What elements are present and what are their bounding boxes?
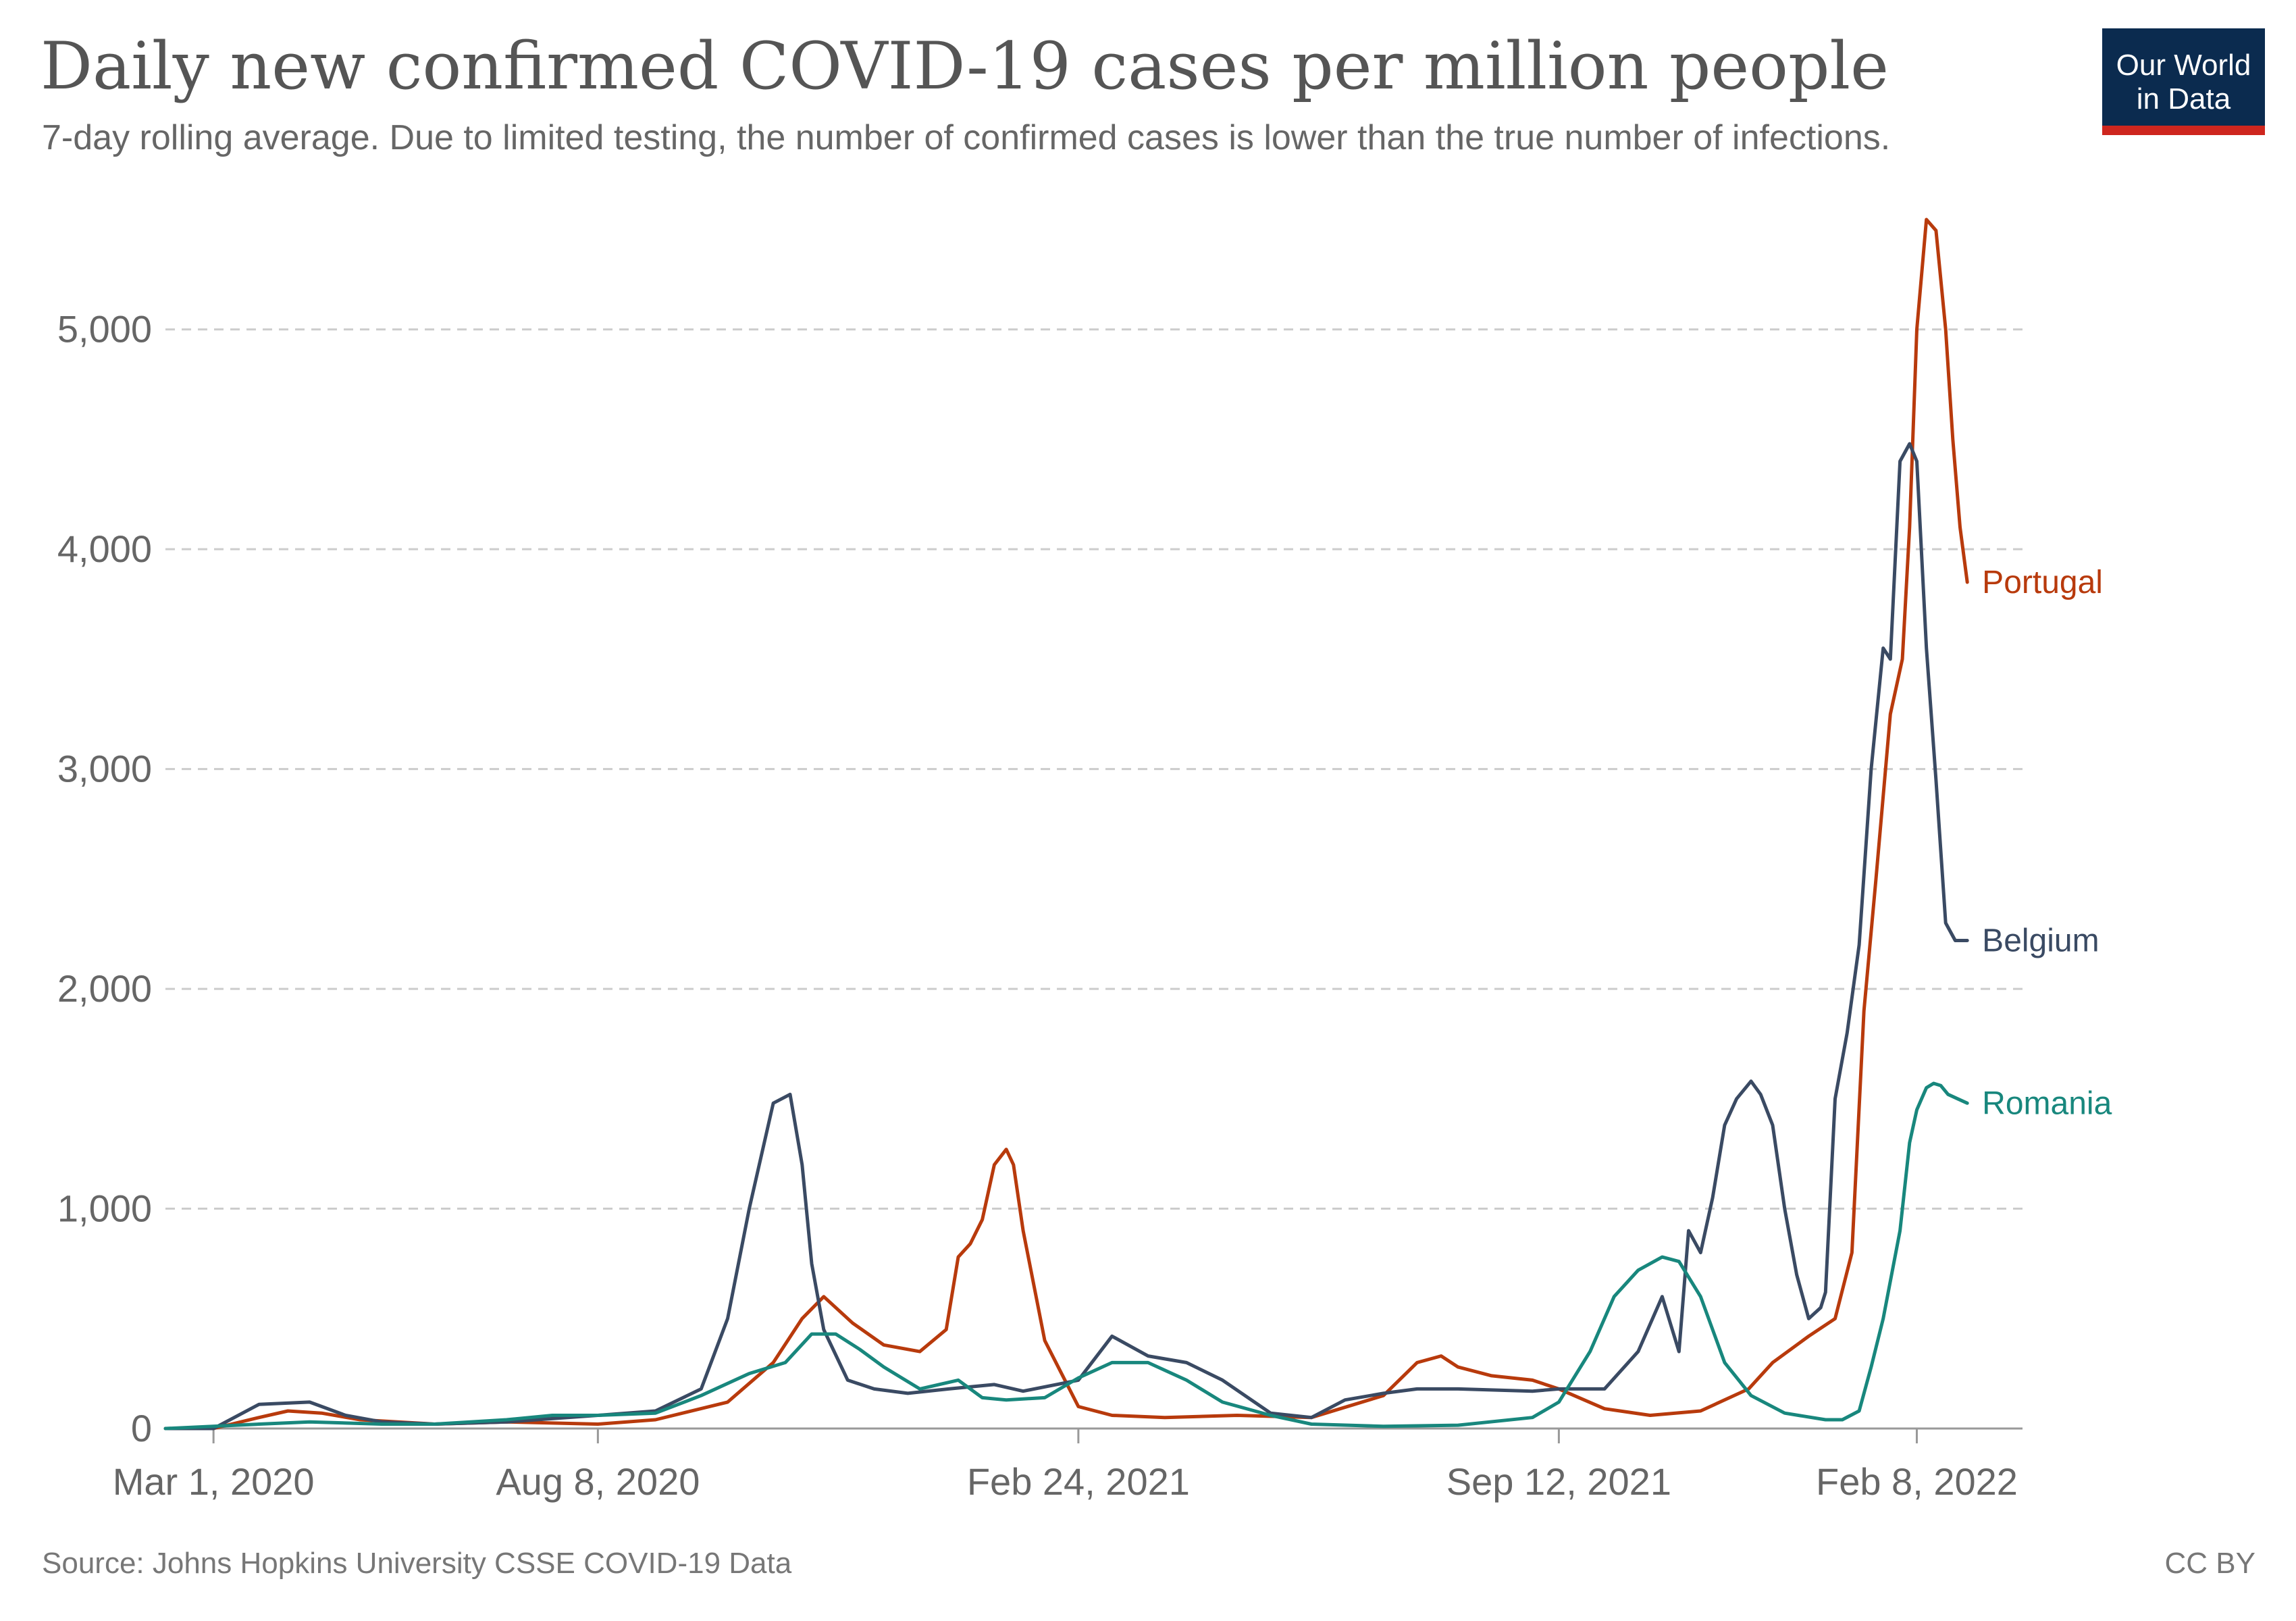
owid-logo[interactable]: Our World in Data — [2102, 28, 2265, 135]
y-tick-label: 3,000 — [57, 748, 152, 790]
axes: 0 1,000 2,000 3,000 4,000 5,000 Mar 1, 2020 Aug… — [57, 308, 2023, 1503]
x-tick-label: Feb 8, 2022 — [1816, 1460, 2018, 1503]
chart-title: Daily new confirmed COVID-19 cases per m… — [41, 28, 1889, 104]
logo-line-2: in Data — [2136, 82, 2231, 115]
source-note: Source: Johns Hopkins University CSSE CO… — [42, 1547, 792, 1580]
chart-subtitle: 7-day rolling average. Due to limited te… — [42, 118, 1891, 157]
logo-line-1: Our World — [2116, 49, 2251, 82]
series-label-belgium[interactable]: Belgium — [1982, 923, 2099, 958]
y-tick-label: 0 — [131, 1407, 152, 1449]
x-tick-label: Feb 24, 2021 — [967, 1460, 1190, 1503]
series-line-portugal[interactable] — [163, 217, 1969, 1431]
series-line-belgium[interactable] — [163, 442, 1969, 1431]
x-tick-label: Sep 12, 2021 — [1446, 1460, 1671, 1503]
series-line-romania[interactable] — [163, 1081, 1969, 1431]
y-tick-label: 5,000 — [57, 308, 152, 351]
series-label-romania[interactable]: Romania — [1982, 1085, 2112, 1121]
series-lines — [163, 217, 1969, 1431]
x-tick-label: Mar 1, 2020 — [113, 1460, 315, 1503]
x-tick-label: Aug 8, 2020 — [496, 1460, 700, 1503]
logo-accent-bar — [2102, 126, 2265, 135]
y-tick-label: 1,000 — [57, 1187, 152, 1230]
grid-lines — [165, 328, 2023, 1210]
y-tick-label: 2,000 — [57, 967, 152, 1010]
license-note: CC BY — [2164, 1547, 2255, 1580]
y-tick-label: 4,000 — [57, 528, 152, 570]
series-label-portugal[interactable]: Portugal — [1982, 565, 2103, 600]
series-labels: Portugal Belgium Romania — [1982, 565, 2112, 1121]
